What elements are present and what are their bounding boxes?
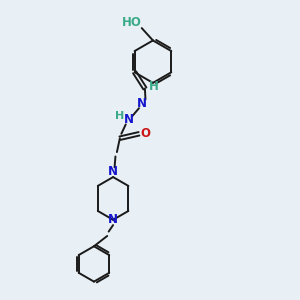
Text: H: H: [149, 80, 159, 94]
Text: N: N: [124, 112, 134, 126]
Text: HO: HO: [122, 16, 142, 29]
Text: O: O: [140, 127, 151, 140]
Text: N: N: [137, 97, 147, 110]
Text: N: N: [108, 213, 118, 226]
Text: H: H: [115, 110, 124, 121]
Text: N: N: [108, 165, 118, 178]
